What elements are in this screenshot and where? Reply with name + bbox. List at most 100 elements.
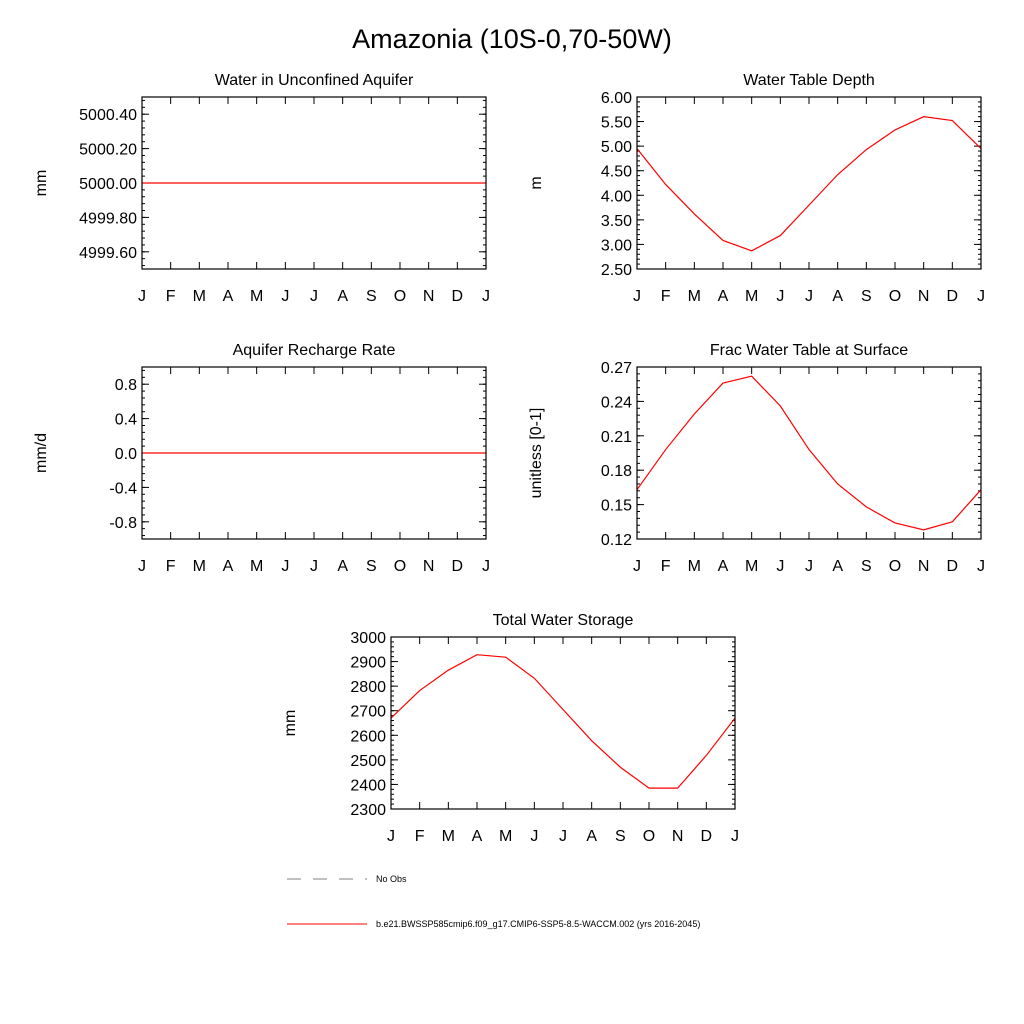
- y-axis-label: m: [528, 176, 545, 189]
- y-tick-label: 5000.20: [79, 142, 137, 159]
- x-tick-label: J: [805, 288, 813, 305]
- x-tick-label: O: [394, 558, 406, 575]
- x-tick-label: J: [281, 558, 289, 575]
- x-tick-label: M: [499, 828, 512, 845]
- y-tick-label: 2600: [350, 728, 386, 745]
- y-tick-label: 0.15: [601, 498, 632, 515]
- chart-panel-3: Aquifer Recharge Rate mm/d -0.8 -0.4 0.0 0.4 0…: [33, 342, 490, 575]
- chart-panel-1: Water in Unconfined Aquifer mm 4999.60 4999…: [33, 72, 490, 305]
- x-tick-label: M: [688, 558, 701, 575]
- plot-frame: [636, 96, 982, 270]
- x-tick-label: J: [776, 558, 784, 575]
- x-tick-label: A: [718, 288, 729, 305]
- y-tick-label: 0.21: [601, 429, 632, 446]
- y-tick-label: -0.8: [109, 515, 137, 532]
- x-tick-label: D: [947, 558, 959, 575]
- y-tick-label: 2800: [350, 679, 386, 696]
- y-tick-label: 4.00: [601, 188, 632, 205]
- y-tick-label: 6.00: [601, 90, 632, 107]
- x-tick-label: J: [776, 288, 784, 305]
- y-tick-label: 4999.60: [79, 245, 137, 262]
- x-tick-label: F: [166, 558, 176, 575]
- chart-panel-5: Total Water Storage mm 2300 2400 2500 2600 270…: [282, 612, 739, 845]
- x-tick-label: M: [745, 558, 758, 575]
- y-tick-label: 2500: [350, 753, 386, 770]
- y-tick-label: 2700: [350, 704, 386, 721]
- x-tick-label: F: [661, 558, 671, 575]
- x-tick-label: J: [731, 828, 739, 845]
- chart-panels: Water in Unconfined Aquifer mm 4999.60 4999…: [33, 72, 985, 845]
- x-tick-label: J: [310, 288, 318, 305]
- y-tick-label: -0.4: [109, 480, 137, 497]
- x-tick-label: F: [166, 288, 176, 305]
- x-tick-label: J: [387, 828, 395, 845]
- chart-panel-2: Water Table Depth m 2.50 3.00 3.50 4.00 4.50 5.…: [528, 72, 985, 305]
- y-tick-label: 0.4: [115, 412, 137, 429]
- y-tick-label: 0.27: [601, 360, 632, 377]
- x-tick-label: N: [918, 558, 930, 575]
- legend-entry: b.e21.BWSSP585cmip6.f09_g17.CMIP6-SSP5-8…: [287, 919, 700, 929]
- chart-title: Aquifer Recharge Rate: [233, 342, 396, 359]
- x-tick-label: J: [977, 558, 985, 575]
- data-series-line: [390, 654, 736, 789]
- chart-title: Frac Water Table at Surface: [710, 342, 908, 359]
- y-tick-label: 5000.00: [79, 176, 137, 193]
- x-tick-label: M: [442, 828, 455, 845]
- x-tick-label: N: [423, 558, 435, 575]
- chart-title: Water Table Depth: [743, 72, 875, 89]
- x-tick-label: J: [805, 558, 813, 575]
- x-tick-label: S: [366, 558, 377, 575]
- y-tick-label: 5000.40: [79, 107, 137, 124]
- x-tick-label: D: [452, 558, 464, 575]
- x-tick-label: F: [415, 828, 425, 845]
- y-tick-label: 2300: [350, 802, 386, 819]
- x-tick-label: J: [977, 288, 985, 305]
- x-tick-label: M: [193, 288, 206, 305]
- x-tick-label: A: [832, 288, 843, 305]
- y-axis-label: unitless [0-1]: [528, 408, 545, 499]
- y-tick-label: 3.00: [601, 237, 632, 254]
- y-tick-label: 0.24: [601, 394, 632, 411]
- y-tick-label: 0.0: [115, 446, 137, 463]
- x-tick-label: J: [310, 558, 318, 575]
- x-tick-label: J: [482, 558, 490, 575]
- x-tick-label: A: [337, 558, 348, 575]
- x-tick-label: M: [688, 288, 701, 305]
- legend: No Obs b.e21.BWSSP585cmip6.f09_g17.CMIP6-…: [287, 874, 700, 929]
- legend-entry: No Obs: [287, 874, 407, 884]
- chart-title: Water in Unconfined Aquifer: [215, 72, 414, 89]
- x-tick-label: S: [861, 288, 872, 305]
- x-tick-label: J: [633, 558, 641, 575]
- x-tick-label: J: [633, 288, 641, 305]
- y-tick-label: 2400: [350, 777, 386, 794]
- x-tick-label: M: [193, 558, 206, 575]
- plot-frame: [636, 366, 982, 540]
- x-tick-label: J: [138, 558, 146, 575]
- x-tick-label: J: [482, 288, 490, 305]
- x-tick-label: J: [559, 828, 567, 845]
- x-tick-label: S: [615, 828, 626, 845]
- x-tick-label: D: [701, 828, 713, 845]
- plot-frame: [390, 636, 736, 810]
- x-tick-label: A: [718, 558, 729, 575]
- y-tick-label: 4.50: [601, 164, 632, 181]
- x-tick-label: A: [337, 288, 348, 305]
- y-tick-label: 0.18: [601, 463, 632, 480]
- x-tick-label: D: [452, 288, 464, 305]
- legend-label: b.e21.BWSSP585cmip6.f09_g17.CMIP6-SSP5-8…: [376, 919, 700, 929]
- x-tick-label: N: [918, 288, 930, 305]
- x-tick-label: O: [394, 288, 406, 305]
- x-tick-label: M: [250, 288, 263, 305]
- data-series-line: [636, 116, 982, 252]
- chart-title: Total Water Storage: [493, 612, 634, 629]
- x-tick-label: A: [472, 828, 483, 845]
- x-tick-label: M: [250, 558, 263, 575]
- y-axis-label: mm: [33, 170, 50, 197]
- x-tick-label: N: [672, 828, 684, 845]
- y-axis-label: mm: [282, 710, 299, 737]
- x-tick-label: A: [586, 828, 597, 845]
- chart-panel-4: Frac Water Table at Surface unitless [0-1…: [528, 342, 985, 575]
- y-tick-label: 2900: [350, 655, 386, 672]
- x-tick-label: A: [223, 288, 234, 305]
